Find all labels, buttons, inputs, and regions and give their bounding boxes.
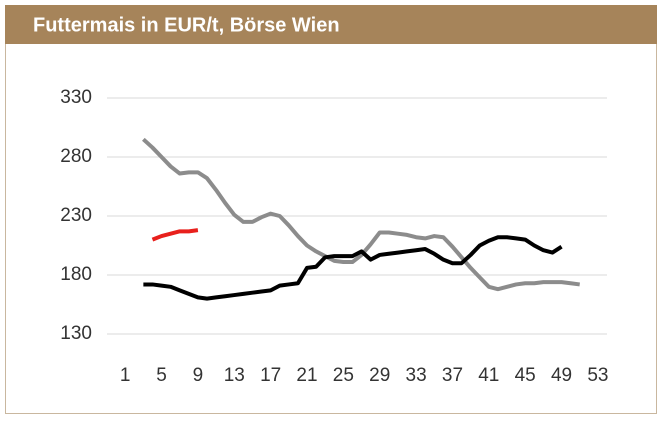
x-tick-label: 13	[224, 365, 245, 386]
x-tick-label: 5	[156, 365, 167, 386]
x-tick-label: 53	[587, 365, 608, 386]
x-tick-label: 41	[478, 365, 499, 386]
x-tick-label: 37	[442, 365, 463, 386]
x-tick-label: 9	[193, 365, 204, 386]
series-line	[151, 228, 199, 242]
y-tick-label: 130	[60, 323, 92, 344]
y-tick-label: 180	[60, 264, 92, 285]
header-bar	[5, 5, 657, 44]
chart-title: Futtermais in EUR/t, Börse Wien	[33, 14, 340, 36]
x-tick-label: 45	[515, 365, 536, 386]
y-tick-label: 280	[60, 146, 92, 167]
x-tick-label: 29	[369, 365, 390, 386]
series-line	[142, 137, 580, 292]
x-tick-label: 49	[551, 365, 572, 386]
chart-frame	[5, 5, 657, 414]
x-tick-label: 1	[120, 365, 131, 386]
x-tick-label: 25	[333, 365, 354, 386]
x-tick-label: 21	[296, 365, 317, 386]
x-tick-label: 33	[406, 365, 427, 386]
x-tick-label: 17	[260, 365, 281, 386]
y-tick-label: 330	[60, 87, 92, 108]
y-tick-label: 230	[60, 205, 92, 226]
series-line	[143, 235, 563, 301]
